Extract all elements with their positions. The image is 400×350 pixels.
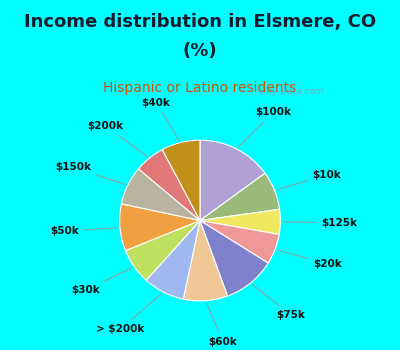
Text: $100k: $100k [238, 107, 291, 147]
Text: Income distribution in Elsmere, CO: Income distribution in Elsmere, CO [24, 13, 376, 30]
Text: $20k: $20k [278, 250, 342, 269]
Text: $150k: $150k [55, 162, 125, 184]
Text: > $200k: > $200k [96, 294, 162, 334]
Text: $75k: $75k [253, 285, 305, 320]
Wedge shape [200, 173, 280, 220]
Wedge shape [200, 140, 265, 220]
Wedge shape [138, 149, 200, 220]
Wedge shape [183, 220, 228, 301]
Text: $40k: $40k [142, 98, 179, 140]
Wedge shape [200, 220, 279, 263]
Wedge shape [126, 220, 200, 280]
Wedge shape [120, 204, 200, 251]
Text: $125k: $125k [283, 218, 358, 228]
Wedge shape [200, 220, 268, 296]
Wedge shape [121, 169, 200, 220]
Text: City-Data.com: City-Data.com [254, 87, 324, 96]
Text: $30k: $30k [72, 268, 132, 295]
Wedge shape [162, 140, 200, 220]
Text: (%): (%) [183, 42, 217, 60]
Text: $200k: $200k [88, 121, 147, 156]
Text: $60k: $60k [207, 303, 237, 347]
Text: $10k: $10k [277, 170, 342, 190]
Wedge shape [200, 209, 280, 234]
Text: Hispanic or Latino residents: Hispanic or Latino residents [103, 81, 297, 95]
Wedge shape [146, 220, 200, 299]
Text: $50k: $50k [50, 226, 117, 236]
